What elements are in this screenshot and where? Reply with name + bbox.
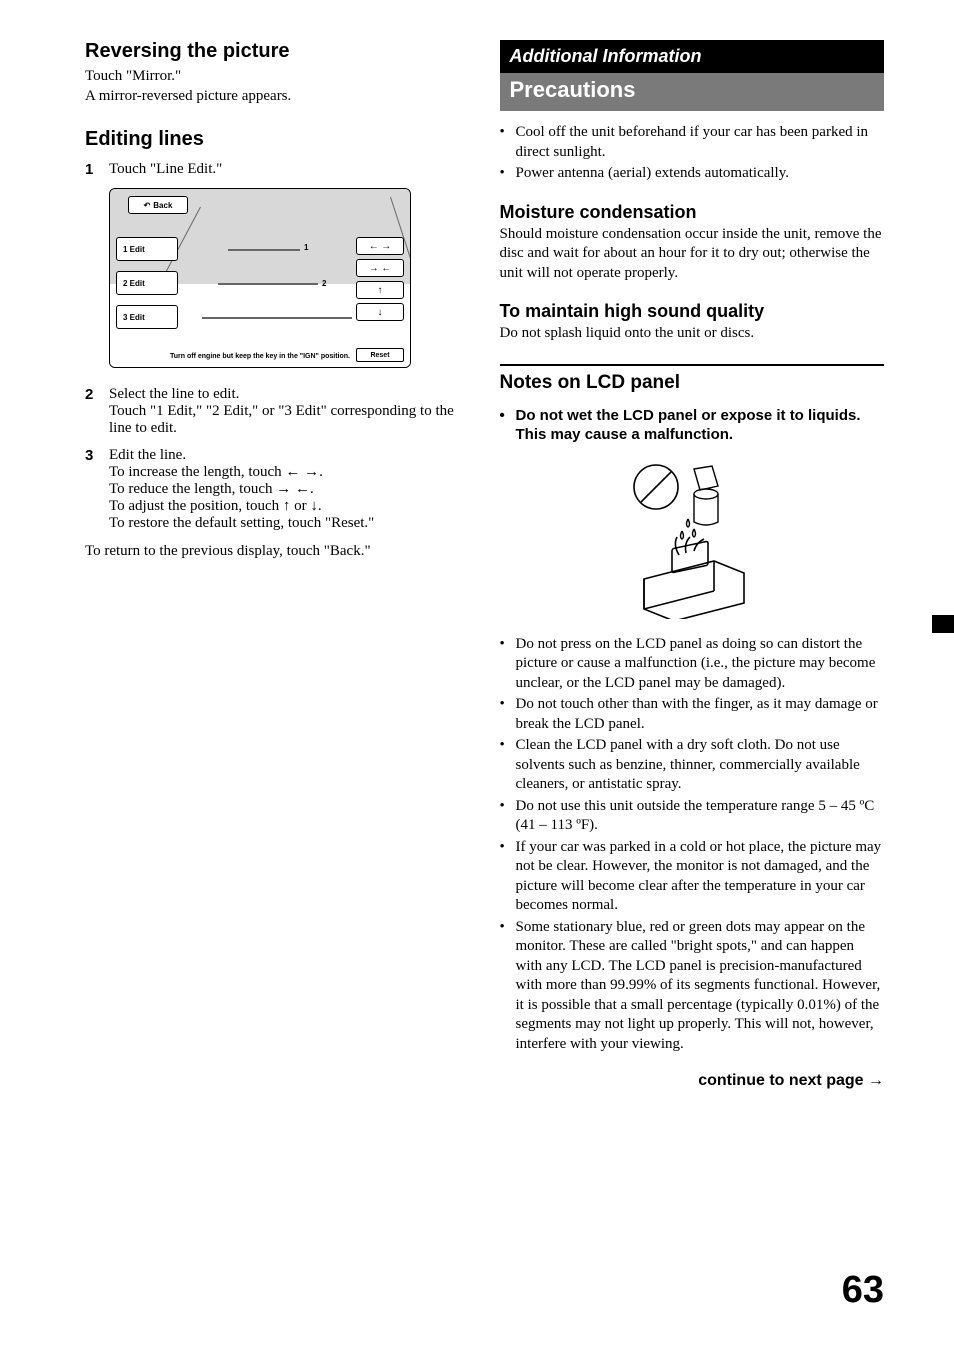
step-1-text: Touch "Line Edit." (109, 161, 222, 177)
lcd-note-3: •Clean the LCD panel with a dry soft clo… (500, 736, 885, 795)
step-2-line-1: Select the line to edit. (109, 386, 470, 403)
step-2: 2 Select the line to edit. Touch "1 Edit… (85, 386, 470, 437)
lcd-note-5: •If your car was parked in a cold or hot… (500, 838, 885, 916)
increase-length-button[interactable]: ← → (356, 237, 404, 255)
edit-3-label: 3 Edit (123, 313, 145, 322)
line-edit-diagram: ↶ Back 1 Edit 2 Edit 3 Edit 1 2 3 ← → → … (109, 188, 411, 368)
step-3: 3 Edit the line. To increase the length,… (85, 447, 470, 532)
arrow-down-icon: ↓ (378, 307, 383, 318)
right-column: Additional Information Precautions •Cool… (500, 40, 885, 1090)
step-number-3: 3 (85, 447, 101, 532)
step-number-2: 2 (85, 386, 101, 437)
move-up-button[interactable]: ↑ (356, 281, 404, 299)
reset-label: Reset (370, 352, 389, 359)
left-column: Reversing the picture Touch "Mirror." A … (85, 40, 470, 1090)
step-2-line-2: Touch "1 Edit," "2 Edit," or "3 Edit" co… (109, 403, 470, 437)
move-down-button[interactable]: ↓ (356, 303, 404, 321)
arrow-in-icon: → ← (369, 263, 392, 274)
back-button[interactable]: ↶ Back (128, 196, 188, 214)
lcd-note-2: •Do not touch other than with the finger… (500, 695, 885, 734)
step-3-line-5: To restore the default setting, touch "R… (109, 515, 374, 532)
lcd-note-3-text: Clean the LCD panel with a dry soft clot… (516, 736, 885, 795)
lcd-note-6-text: Some stationary blue, red or green dots … (516, 918, 885, 1055)
lcd-note-2-text: Do not touch other than with the finger,… (516, 695, 885, 734)
heading-moisture: Moisture condensation (500, 202, 885, 223)
reduce-length-button[interactable]: → ← (356, 259, 404, 277)
edit-1-button[interactable]: 1 Edit (116, 237, 178, 261)
precaution-text-1: Cool off the unit beforehand if your car… (516, 123, 885, 162)
step-1: 1 Touch "Line Edit." (85, 161, 470, 178)
divider-line (500, 364, 885, 366)
step-3-line-2: To increase the length, touch ← →. (109, 464, 374, 481)
edit-2-button[interactable]: 2 Edit (116, 271, 178, 295)
return-text: To return to the previous display, touch… (85, 542, 470, 562)
step-3-line-4: To adjust the position, touch ↑ or ↓. (109, 498, 374, 515)
precaution-item-1: •Cool off the unit beforehand if your ca… (500, 123, 885, 162)
lcd-note-5-text: If your car was parked in a cold or hot … (516, 838, 885, 916)
section-band-additional-info: Additional Information (500, 40, 885, 73)
lcd-note-4-text: Do not use this unit outside the tempera… (516, 797, 885, 836)
back-arrow-icon: ↶ (144, 201, 151, 210)
step-3-line-3: To reduce the length, touch → ←. (109, 481, 374, 498)
arrow-out-icon: ← → (369, 241, 392, 252)
text-moisture: Should moisture condensation occur insid… (500, 225, 885, 284)
precaution-text-2: Power antenna (aerial) extends automatic… (516, 164, 790, 184)
lcd-bold-item: •Do not wet the LCD panel or expose it t… (500, 406, 885, 445)
guide-line-1 (228, 249, 300, 251)
lcd-note-1: •Do not press on the LCD panel as doing … (500, 635, 885, 694)
lcd-no-liquid-illustration (500, 459, 885, 619)
section-band-precautions: Precautions (500, 73, 885, 111)
reset-button[interactable]: Reset (356, 348, 404, 362)
step-number-1: 1 (85, 161, 101, 178)
back-label: Back (153, 201, 172, 210)
edit-3-button[interactable]: 3 Edit (116, 305, 178, 329)
page-tab (932, 615, 954, 633)
page-number: 63 (842, 1269, 884, 1312)
continue-next-page: continue to next page → (500, 1072, 885, 1090)
text-sound-quality: Do not splash liquid onto the unit or di… (500, 324, 885, 344)
heading-editing-lines: Editing lines (85, 128, 470, 151)
heading-reversing: Reversing the picture (85, 40, 470, 63)
edit-2-label: 2 Edit (123, 279, 145, 288)
arrow-up-icon: ↑ (378, 285, 383, 296)
guide-line-2 (218, 283, 318, 285)
lcd-bold-text: Do not wet the LCD panel or expose it to… (516, 406, 885, 445)
text-mirror-2: A mirror-reversed picture appears. (85, 87, 470, 107)
guide-line-3 (202, 317, 352, 319)
lcd-note-6: •Some stationary blue, red or green dots… (500, 918, 885, 1055)
precaution-item-2: •Power antenna (aerial) extends automati… (500, 164, 885, 184)
heading-lcd-notes: Notes on LCD panel (500, 372, 885, 394)
guide-label-2: 2 (322, 279, 326, 288)
heading-sound-quality: To maintain high sound quality (500, 301, 885, 322)
lcd-note-1-text: Do not press on the LCD panel as doing s… (516, 635, 885, 694)
lcd-note-4: •Do not use this unit outside the temper… (500, 797, 885, 836)
text-mirror-1: Touch "Mirror." (85, 67, 470, 87)
edit-1-label: 1 Edit (123, 245, 145, 254)
step-3-line-1: Edit the line. (109, 447, 374, 464)
guide-label-1: 1 (304, 243, 308, 252)
